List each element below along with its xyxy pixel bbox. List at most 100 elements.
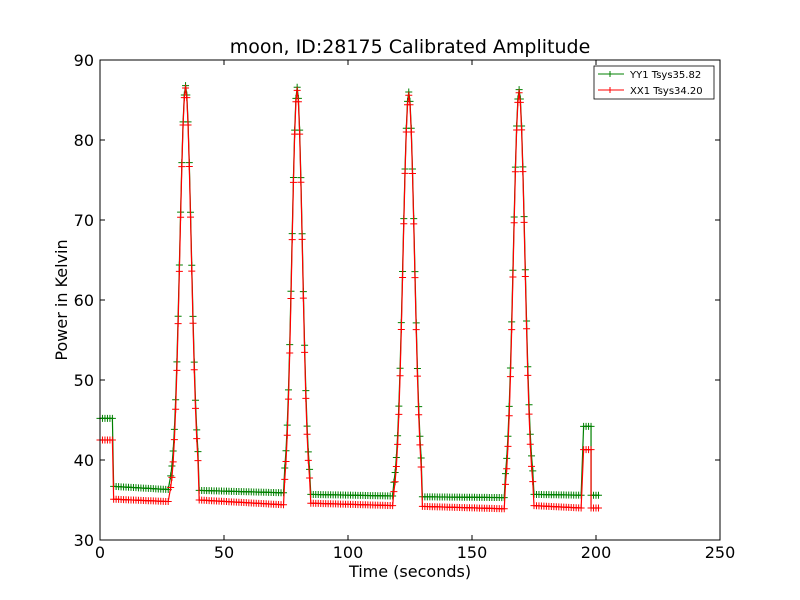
- data-point-marker: [525, 410, 533, 418]
- data-point-marker: [281, 464, 289, 472]
- data-point-marker: [293, 86, 301, 94]
- data-point-marker: [185, 163, 193, 171]
- legend-entry-yy1: YY1 Tsys35.82: [598, 70, 701, 81]
- data-point-marker: [521, 272, 529, 280]
- data-point-marker: [299, 294, 307, 302]
- x-tick-label: 100: [333, 543, 364, 562]
- legend-label-yy1: YY1 Tsys35.82: [629, 70, 701, 81]
- data-point-marker: [416, 441, 424, 449]
- data-point-marker: [504, 442, 512, 450]
- data-point-marker: [390, 478, 398, 486]
- data-point-marker: [187, 213, 195, 221]
- data-point-marker: [304, 456, 312, 464]
- data-point-marker: [175, 267, 183, 275]
- data-point-marker: [587, 422, 595, 430]
- data-point-marker: [594, 491, 602, 499]
- data-point-marker: [410, 220, 418, 228]
- data-point-marker: [178, 163, 186, 171]
- data-point-marker: [303, 430, 311, 438]
- data-point-marker: [391, 478, 399, 486]
- data-point-marker: [174, 320, 182, 328]
- y-tick-label: 70: [74, 211, 94, 230]
- data-point-marker: [506, 373, 514, 381]
- y-tick-label: 60: [74, 291, 94, 310]
- data-point-marker: [508, 326, 516, 334]
- legend-box: [593, 65, 715, 100]
- x-tick-label: 150: [457, 543, 488, 562]
- data-point-marker: [184, 121, 192, 129]
- ticks-layer: 0 50 100 150 200 250 30 40 50 60 70 80 90: [74, 51, 736, 562]
- data-point-marker: [518, 126, 526, 134]
- data-point-marker: [169, 458, 177, 466]
- data-point-marker: [294, 98, 302, 106]
- x-axis-label: Time (seconds): [348, 562, 471, 581]
- legend-marker-yy1: [607, 71, 613, 77]
- data-point-marker: [415, 411, 423, 419]
- data-point-marker: [289, 178, 297, 186]
- data-point-marker: [170, 436, 178, 444]
- data-point-marker: [405, 91, 413, 99]
- data-point-marker: [190, 366, 198, 374]
- data-point-marker: [394, 440, 402, 448]
- data-point-marker: [417, 463, 425, 471]
- data-point-marker: [587, 446, 595, 454]
- data-point-marker: [288, 236, 296, 244]
- data-point-marker: [168, 473, 176, 481]
- legend-label-xx1: XX1 Tsys34.20: [630, 86, 703, 97]
- data-point-marker: [406, 101, 414, 109]
- data-point-marker: [177, 213, 185, 221]
- y-tick-label: 80: [74, 131, 94, 150]
- data-point-marker: [280, 501, 288, 509]
- data-point-marker: [172, 405, 180, 413]
- data-point-marker: [407, 128, 415, 136]
- data-point-marker: [173, 366, 181, 374]
- data-point-marker: [526, 440, 534, 448]
- data-point-marker: [505, 412, 513, 420]
- data-point-marker: [399, 273, 407, 281]
- data-point-marker: [301, 348, 309, 356]
- data-point-marker: [389, 502, 397, 510]
- y-tick-label: 30: [74, 531, 94, 550]
- data-point-marker: [281, 475, 289, 483]
- data-point-marker: [390, 488, 398, 496]
- data-point-marker: [510, 219, 518, 227]
- data-point-marker: [108, 436, 116, 444]
- data-point-marker: [509, 273, 517, 281]
- data-point-marker: [529, 467, 537, 475]
- data-point-marker: [282, 458, 290, 466]
- data-point-marker: [401, 169, 409, 177]
- data-point-marker: [287, 294, 295, 302]
- y-axis-label: Power in Kelvin: [52, 239, 71, 360]
- series-layer: [96, 82, 602, 513]
- data-point-marker: [164, 498, 172, 506]
- data-point-marker: [594, 504, 602, 512]
- data-point-marker: [297, 178, 305, 186]
- data-point-marker: [519, 168, 527, 176]
- y-tick-label: 40: [74, 451, 94, 470]
- data-point-marker: [108, 414, 116, 422]
- data-point-marker: [191, 404, 199, 412]
- legend-entry-xx1: XX1 Tsys34.20: [598, 86, 703, 97]
- x-tick-label: 50: [214, 543, 234, 562]
- data-point-marker: [392, 462, 400, 470]
- x-tick-label: 0: [95, 543, 105, 562]
- data-point-marker: [296, 130, 304, 138]
- series-1: [96, 84, 602, 513]
- data-point-marker: [516, 98, 524, 106]
- data-point-marker: [286, 349, 294, 357]
- data-point-marker: [413, 372, 421, 380]
- data-point-marker: [167, 483, 175, 491]
- data-point-marker: [500, 505, 508, 513]
- data-point-marker: [501, 470, 509, 478]
- data-point-marker: [182, 84, 190, 92]
- data-point-marker: [395, 410, 403, 418]
- data-point-marker: [503, 465, 511, 473]
- data-point-marker: [389, 492, 397, 500]
- data-point-marker: [188, 267, 196, 275]
- data-point-marker: [183, 94, 191, 102]
- data-point-marker: [396, 372, 404, 380]
- data-point-marker: [298, 235, 306, 243]
- data-point-marker: [577, 504, 585, 512]
- data-point-marker: [528, 462, 536, 470]
